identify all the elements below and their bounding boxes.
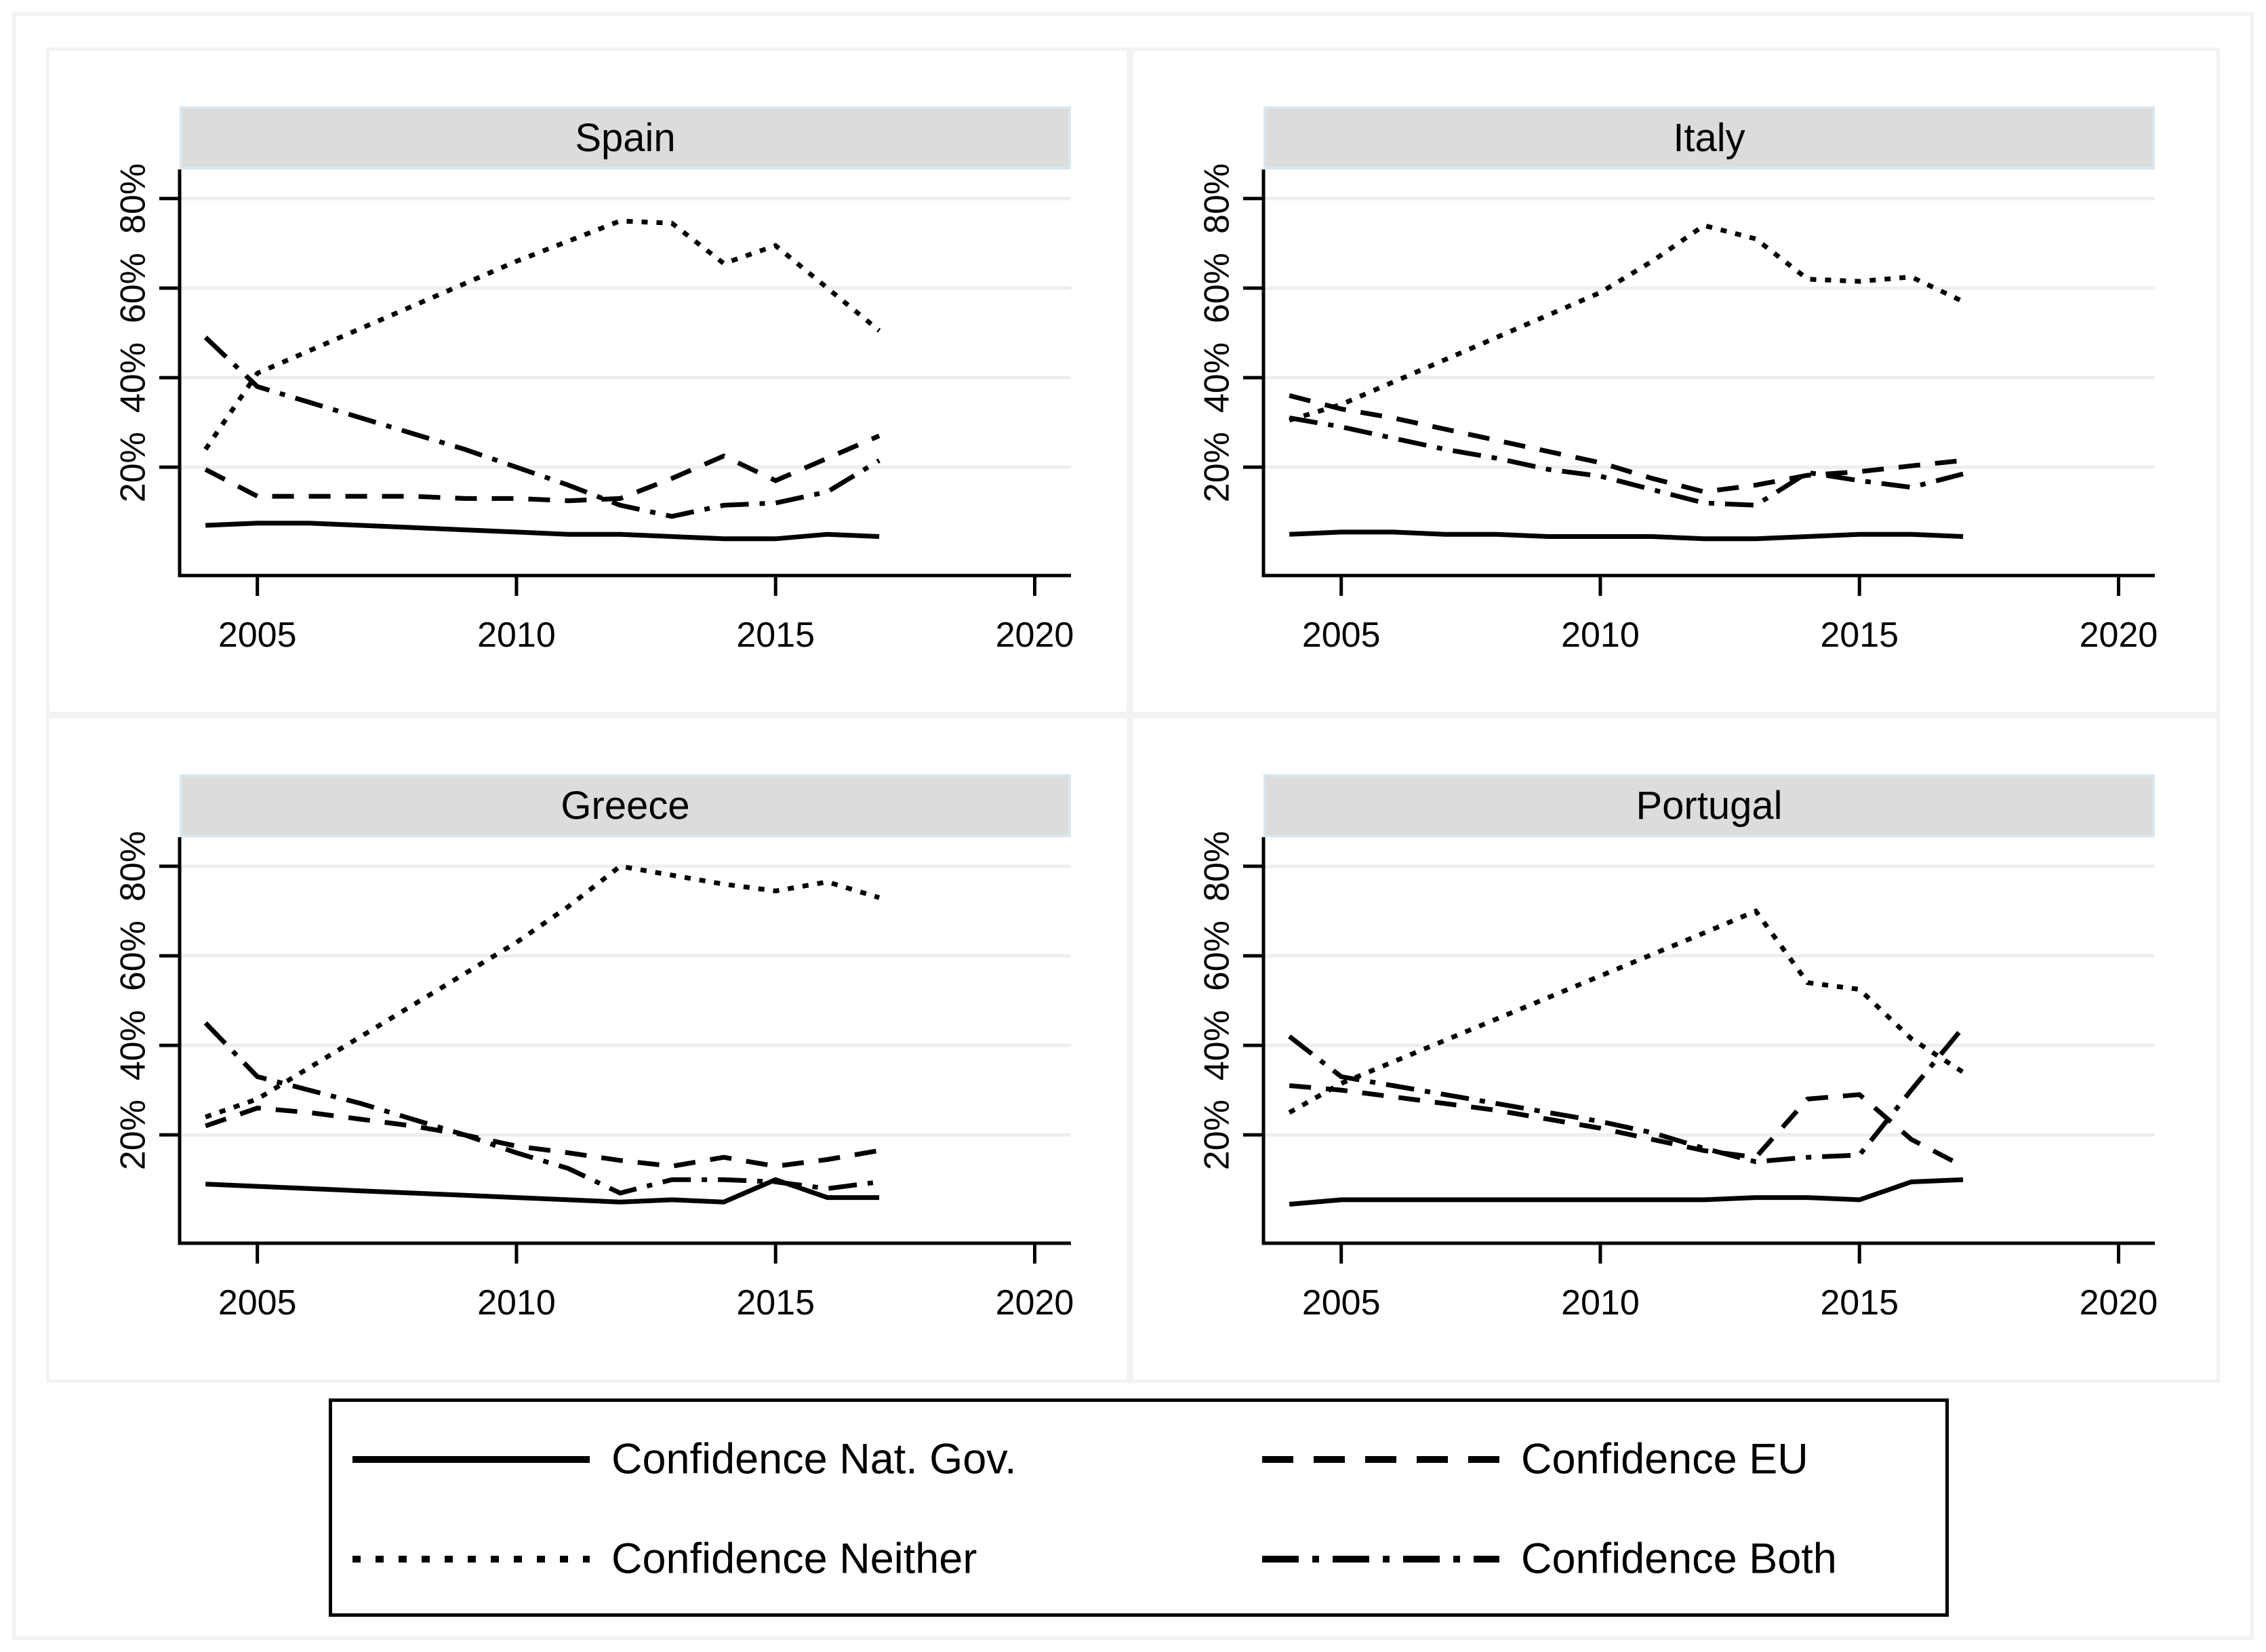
panel-plot-greece: 20% 40% 60% 80% 2005 2010 2015 2020 [114,831,1074,1323]
panel-title: Italy [1673,115,1745,160]
y-tick-label: 20% [1198,1100,1237,1170]
x-tick-label: 2005 [218,616,297,655]
legend-line-dashed-icon [1262,1456,1499,1463]
x-tick-label: 2020 [2080,616,2158,655]
y-tick-label: 60% [114,253,153,323]
legend-line-dashdot-icon [1262,1556,1499,1563]
y-tick-label: 20% [1198,432,1237,502]
y-tick-label: 40% [1198,1010,1237,1081]
series-line-dashdot [203,1021,880,1196]
legend-box: Confidence Nat. Gov. Confidence EU Confi… [329,1398,1949,1617]
series-line-dashdot [1288,1026,1965,1165]
series-line-solid [1289,1177,1964,1207]
y-tick-label: 40% [114,342,153,413]
x-tick-label: 2020 [996,1283,1074,1323]
panel-portugal: 20% 40% 60% 80% 2005 2010 2015 2020 Portugal [1130,715,2220,1383]
y-tick-label: 80% [1198,831,1237,902]
x-tick-label: 2015 [736,616,815,655]
panel-spain: 20% 40% 60% 80% 2005 2010 2015 2020 Spain [46,47,1130,715]
y-tick-label: 40% [114,1010,153,1081]
panel-plot-portugal: 20% 40% 60% 80% 2005 2010 2015 2020 [1198,831,2158,1323]
panel-title-strip: Italy [1263,106,2155,169]
legend-label: Confidence Neither [611,1535,977,1583]
series-line-solid [205,1177,880,1205]
x-tick-label: 2015 [1820,616,1899,655]
panel-title: Portugal [1636,783,1783,828]
series-line-dashdot [203,336,881,519]
series-line-solid [205,521,880,542]
series-line-dashed [1289,1083,1964,1169]
legend-label: Confidence Nat. Gov. [611,1435,1017,1483]
y-tick-label: 60% [1198,921,1237,991]
series-line-dashed [204,433,881,504]
x-tick-label: 2010 [477,1283,556,1323]
legend-line-dotted-icon [352,1556,590,1563]
y-tick-label: 60% [1198,253,1237,323]
y-tick-label: 80% [1198,163,1237,234]
series-line-dotted [203,218,881,451]
y-tick-label: 80% [114,831,153,902]
y-tick-label: 20% [114,432,153,502]
series-line-dotted [205,864,881,1120]
y-tick-label: 20% [114,1100,153,1170]
panel-plot-italy: 20% 40% 60% 80% 2005 2010 2015 2020 [1198,163,2158,655]
series-line-solid [1289,529,1964,542]
series-line-dotted [1289,222,1964,423]
legend-label: Confidence Both [1521,1535,1837,1583]
x-tick-label: 2020 [2080,1283,2158,1323]
x-tick-label: 2005 [218,1283,297,1323]
series-line-dashed [1289,393,1964,495]
panel-title: Greece [561,783,690,828]
y-tick-label: 80% [114,163,153,234]
y-tick-label: 40% [1198,342,1237,413]
y-tick-label: 60% [114,921,153,991]
legend-line-solid-icon [352,1456,590,1463]
panel-italy: 20% 40% 60% 80% 2005 2010 2015 2020 Italy [1130,47,2220,715]
legend-label: Confidence EU [1521,1435,1808,1483]
x-tick-label: 2020 [996,616,1074,655]
panel-title: Spain [575,115,676,160]
x-tick-label: 2015 [736,1283,815,1323]
panel-title-strip: Spain [180,106,1071,169]
series-line-dotted [1288,908,1965,1115]
x-tick-label: 2005 [1302,616,1381,655]
panel-title-strip: Portugal [1263,774,2155,837]
x-tick-label: 2005 [1302,1283,1381,1323]
series-line-dashdot [1289,416,1964,508]
panel-title-strip: Greece [180,774,1071,837]
x-tick-label: 2010 [477,616,556,655]
panel-greece: 20% 40% 60% 80% 2005 2010 2015 2020 Greece [46,715,1130,1383]
series-line-dashed [205,1106,880,1169]
panel-plot-spain: 20% 40% 60% 80% 2005 2010 2015 2020 [114,163,1074,655]
x-tick-label: 2010 [1561,1283,1640,1323]
x-tick-label: 2010 [1561,616,1640,655]
x-tick-label: 2015 [1820,1283,1899,1323]
